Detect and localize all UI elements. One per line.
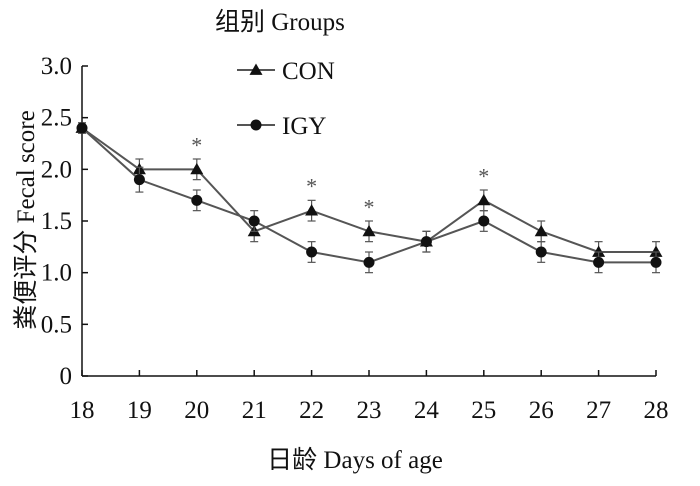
data-point-igy [76,122,88,134]
y-axis-title: 粪便评分 Fecal score [12,110,40,329]
data-point-con [477,193,491,206]
legend-label-igy: IGY [282,113,326,140]
data-point-igy [191,194,203,206]
x-tick-label: 19 [127,397,152,424]
x-tick-label: 20 [184,397,209,424]
legend-title: 组别 Groups [215,8,345,36]
data-point-con [649,245,663,257]
data-point-igy [363,256,375,268]
data-point-igy [306,246,318,258]
data-point-con [362,224,376,237]
x-tick-label: 22 [299,397,324,424]
legend: CON IGY [237,58,335,140]
x-tick-label: 21 [242,397,267,424]
significance-mark: * [191,132,202,157]
y-tick-label: 2.5 [41,105,72,132]
x-tick-label: 27 [586,397,611,424]
y-tick-label: 3.0 [41,53,72,80]
y-tick-label: 0 [60,363,73,390]
data-point-igy [650,256,662,268]
data-point-con [190,162,204,175]
x-tick-label: 24 [414,397,440,424]
series-con [75,121,663,263]
significance-mark: * [364,194,375,219]
significance-mark: * [478,163,489,188]
y-tick-label: 0.5 [41,311,72,338]
y-tick-label: 2.0 [41,156,72,183]
data-point-igy [478,215,490,227]
axes: 0 0.5 1.0 1.5 2.0 2.5 3.0 18 19 20 21 22 23 24 25 26 27 2… [41,53,669,424]
data-point-igy [420,236,432,248]
significance-mark: * [306,174,317,199]
data-point-igy [593,256,605,268]
legend-marker-con [249,63,263,75]
x-tick-label: 18 [70,397,95,424]
x-tick-label: 26 [529,397,554,424]
series-layer: * * * * [75,121,663,274]
legend-label-con: CON [282,58,335,85]
data-point-igy [133,174,145,186]
x-tick-label: 28 [644,397,669,424]
data-point-igy [535,246,547,258]
x-tick-label: 23 [357,397,382,424]
data-point-con [592,245,606,257]
series-igy [76,122,662,274]
y-tick-label: 1.5 [41,208,72,235]
data-point-con [305,204,319,216]
legend-marker-igy [250,119,262,131]
x-tick-label: 25 [471,397,496,424]
y-tick-label: 1.0 [41,260,72,287]
data-point-igy [248,215,260,227]
x-axis-title: 日龄 Days of age [267,446,443,474]
data-point-con [534,224,548,237]
